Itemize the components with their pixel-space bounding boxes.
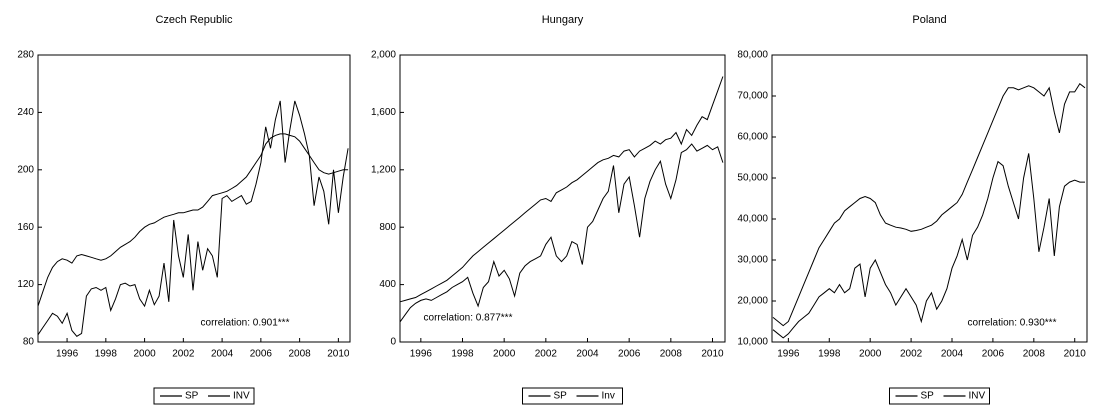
x-tick-label: 1998	[818, 349, 841, 360]
legend-box	[153, 387, 255, 405]
x-tick-label: 1996	[777, 349, 800, 360]
y-tick-label: 60,000	[737, 132, 768, 143]
x-tick-label: 2000	[859, 349, 882, 360]
legend-box	[889, 387, 990, 405]
plot-frame	[771, 54, 1088, 343]
plot-frame	[37, 54, 351, 343]
legend-label: INV	[969, 391, 986, 402]
x-tick-label: 2002	[172, 349, 195, 360]
x-tick-label: 2006	[618, 349, 641, 360]
series-line	[399, 76, 724, 303]
legend-label: SP	[554, 391, 568, 402]
y-tick-label: 0	[390, 337, 396, 348]
y-tick-label: 800	[379, 222, 396, 233]
chart-title: Hungary	[542, 14, 584, 26]
y-tick-label: 1,600	[371, 107, 396, 118]
y-tick-label: 160	[17, 222, 34, 233]
y-tick-label: 280	[17, 50, 34, 61]
legend-label: Inv	[602, 391, 615, 402]
legend-label: SP	[185, 391, 199, 402]
series-line	[772, 82, 1086, 327]
plot-frame	[399, 54, 726, 343]
y-tick-label: 20,000	[737, 296, 768, 307]
annotation: correlation: 0.930***	[968, 318, 1057, 329]
series-line	[399, 143, 724, 323]
y-tick-label: 120	[17, 279, 34, 290]
x-tick-label: 2006	[250, 349, 273, 360]
y-tick-label: 80	[23, 337, 35, 348]
x-tick-label: 2008	[288, 349, 311, 360]
y-tick-label: 30,000	[737, 255, 768, 266]
x-tick-label: 2010	[701, 349, 724, 360]
x-tick-label: 2004	[941, 349, 964, 360]
legend-label: INV	[233, 391, 250, 402]
y-tick-label: 400	[379, 279, 396, 290]
annotation: correlation: 0.877***	[424, 313, 513, 324]
chart-title: Poland	[912, 14, 946, 26]
legend-label: SP	[921, 391, 935, 402]
series-line	[772, 153, 1085, 339]
series-line	[37, 133, 349, 307]
x-tick-label: 2002	[900, 349, 923, 360]
y-tick-label: 40,000	[737, 214, 768, 225]
x-tick-label: 1998	[95, 349, 118, 360]
x-tick-label: 1996	[56, 349, 79, 360]
annotation: correlation: 0.901***	[201, 318, 290, 329]
x-tick-label: 1996	[410, 349, 433, 360]
y-tick-label: 240	[17, 107, 34, 118]
x-tick-label: 2002	[535, 349, 558, 360]
y-tick-label: 50,000	[737, 173, 768, 184]
series-line	[37, 100, 349, 337]
x-tick-label: 2010	[327, 349, 350, 360]
y-tick-label: 2,000	[371, 50, 396, 61]
x-tick-label: 2006	[982, 349, 1005, 360]
x-tick-label: 2004	[576, 349, 599, 360]
x-tick-label: 2008	[1023, 349, 1046, 360]
x-tick-label: 2000	[493, 349, 516, 360]
y-tick-label: 1,200	[371, 164, 396, 175]
chart-title: Czech Republic	[155, 14, 233, 26]
x-tick-label: 2010	[1064, 349, 1087, 360]
x-tick-label: 2000	[133, 349, 156, 360]
y-tick-label: 80,000	[737, 50, 768, 61]
legend-box	[522, 387, 623, 405]
x-tick-label: 2008	[660, 349, 683, 360]
y-tick-label: 200	[17, 164, 34, 175]
x-tick-label: 1998	[451, 349, 474, 360]
y-tick-label: 10,000	[737, 337, 768, 348]
y-tick-label: 70,000	[737, 91, 768, 102]
x-tick-label: 2004	[211, 349, 234, 360]
